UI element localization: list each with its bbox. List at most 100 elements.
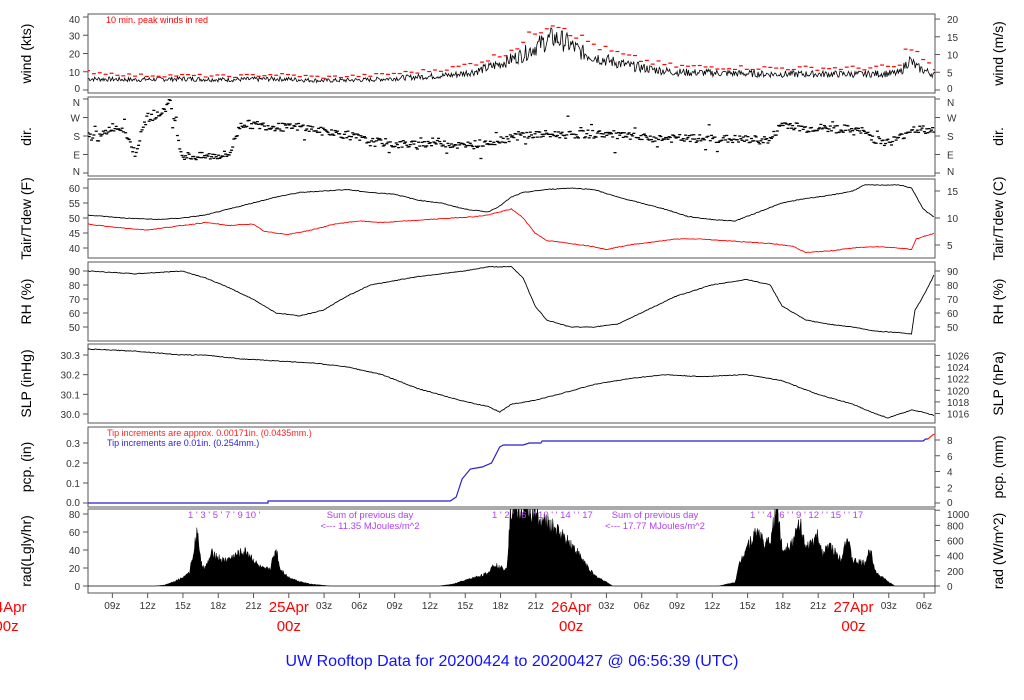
chart-title: UW Rooftop Data for 20200424 to 20200427… [286,653,739,670]
left-tick-label: 30.1 [61,390,81,401]
date-hour-label: 00z [559,618,583,635]
y-axis-title: dir. [18,127,34,146]
x-tick-label: 21z [528,601,544,612]
precip-line [927,433,935,440]
left-tick-label: 0.3 [66,439,80,450]
radiation-area [88,509,935,587]
left-tick-label: 20 [69,564,81,575]
right-tick-label: 4 [947,468,953,479]
right-tick-label: 1022 [947,375,970,386]
y-axis-title: Tair/Tdew (F) [18,177,34,259]
temp-line-1 [88,208,935,254]
x-tick-label: 09z [669,601,685,612]
left-tick-label: 90 [69,267,81,278]
slp-frame [87,343,936,424]
left-tick-label: 0 [74,582,80,593]
date-label: 26Apr [551,599,591,616]
y-axis-title: wind (kts) [18,24,34,85]
x-tick-label: 12z [422,601,438,612]
x-tick-label: 06z [634,601,650,612]
right-tick-label: 15 [947,33,959,44]
right-tick-label: 20 [947,15,959,26]
right-tick-label: 0 [947,582,953,593]
left-tick-label: W [71,114,81,125]
right-tick-label: 1020 [947,386,970,397]
daily-sum-value: <--- 17.77 MJoules/m^2 [605,521,705,532]
left-tick-label: 40 [69,244,81,255]
peak-wind-note: 10 min. peak winds in red [106,15,208,25]
pcp-plot [88,433,935,504]
x-tick-label: 21z [810,601,826,612]
x-tick-label: 09z [387,601,403,612]
right-tick-label: 1016 [947,410,970,421]
left-tick-label: 45 [69,229,81,240]
date-hour-label: 00z [0,618,19,635]
right-tick-label: 90 [947,267,959,278]
right-tick-label: 50 [947,323,959,334]
sunshine-hours-label: 1 ' 3 ' 5 ' 7 ' 9 10 ' [188,510,261,521]
daily-sum-label: Sum of previous day [327,510,414,521]
x-tick-label: 15z [175,601,191,612]
right-tick-label: E [947,151,954,162]
x-tick-label: 18z [775,601,791,612]
right-tick-label: 1026 [947,351,970,362]
x-tick-label: 03z [881,601,897,612]
time-axis: 09z 12z 15z 18z 21z 03z 06z 09z 12z 15z 18z 21z 03z 0… [0,592,935,635]
daily-sum-value: <--- 11.35 MJoules/m^2 [320,521,419,532]
left-tick-label: 40 [69,15,81,26]
left-tick-label: 0 [74,84,80,95]
x-tick-label: 09z [104,601,120,612]
left-tick-label: 0.0 [66,498,80,509]
right-tick-label: 10 [947,51,959,62]
temp-plot [88,184,935,254]
rh-frame [87,261,936,342]
right-tick-label: 15 [947,187,959,198]
x-tick-label: 15z [740,601,756,612]
right-tick-label: S [947,132,954,143]
slp-line-0 [88,348,935,419]
left-tick-label: N [73,98,80,109]
rh-line-0 [88,265,935,335]
x-tick-label: 03z [316,601,332,612]
y-axis-title: pcp. (in) [18,442,34,493]
left-tick-label: 70 [69,295,81,306]
dir-plot [88,99,935,161]
right-tick-label: 1024 [947,363,970,374]
pcp-frame [87,426,936,508]
left-tick-label: 60 [69,528,81,539]
right-tick-label: 1000 [947,510,970,521]
sunshine-hours-label: 1 ' 2 ' ' 6 ' ' 10 ' ' 14 ' ' 17 [492,510,593,521]
date-label: 27Apr [833,599,873,616]
temp-frame [87,178,936,259]
x-tick-label: 18z [210,601,226,612]
date-label: 24Apr [0,599,26,616]
wind-plot [88,25,935,84]
right-tick-label: 2 [947,483,953,494]
y-axis-title-right: dir. [990,127,1006,146]
y-axis-title: SLP (inHg) [18,349,34,417]
daily-sum-label: Sum of previous day [612,510,699,521]
x-tick-label: 12z [140,601,156,612]
date-label: 25Apr [269,599,309,616]
temp-panel: 40 45 50 55 60 5 10 15 Tair/Tdew (F) Tair/Tdew (C… [18,176,1006,260]
left-tick-label: 30.3 [61,351,81,362]
left-tick-label: 10 [69,68,81,79]
left-tick-label: 50 [69,214,81,225]
x-tick-label: 15z [457,601,473,612]
right-tick-label: N [947,167,954,178]
right-tick-label: 10 [947,214,959,225]
wind-panel: 0 10 20 30 40 0 5 10 15 20 wind (kts) wind (m/s) 10 … [18,13,1006,95]
y-axis-title-right: pcp. (mm) [990,436,1006,499]
rh-panel: 50 60 70 80 90 50 60 70 80 90 RH (%) RH (%) [18,261,1006,342]
y-axis-title: RH (%) [18,279,34,325]
left-tick-label: 30.2 [61,371,81,382]
right-tick-label: N [947,98,954,109]
rad-plot [88,509,935,587]
y-axis-title-right: wind (m/s) [990,21,1006,87]
slp-plot [88,348,935,419]
precip-line [88,438,928,504]
temp-line-0 [88,184,935,222]
